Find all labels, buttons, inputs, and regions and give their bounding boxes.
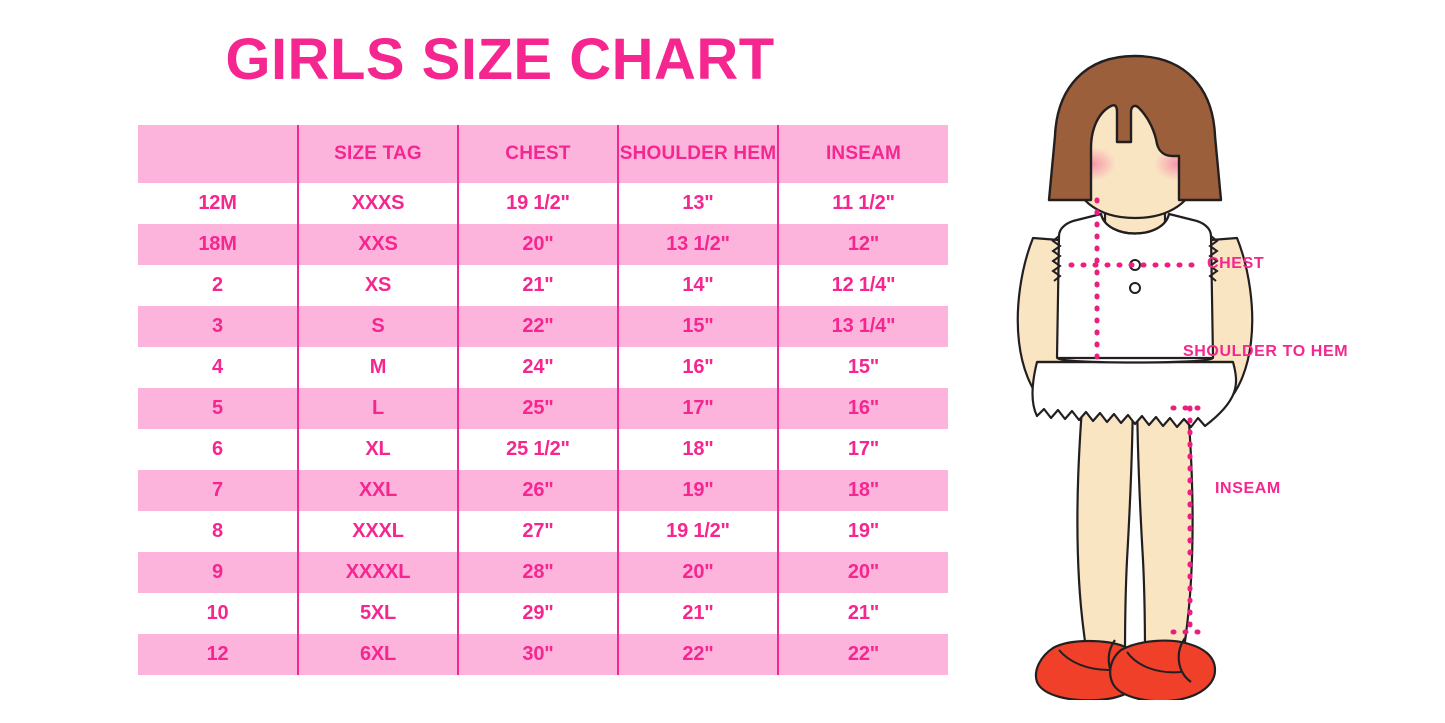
cell-inseam: 21" bbox=[778, 593, 948, 634]
cell-shoulder-hem: 21" bbox=[618, 593, 779, 634]
table-row: 12M XXXS 19 1/2" 13" 11 1/2" bbox=[138, 183, 948, 224]
cell-size-tag: XXS bbox=[298, 224, 459, 265]
cell-size: 4 bbox=[138, 347, 299, 388]
cell-size-tag: XS bbox=[298, 265, 459, 306]
cell-shoulder-hem: 19 1/2" bbox=[618, 511, 779, 552]
cell-shoulder-hem: 19" bbox=[618, 470, 779, 511]
cell-chest: 20" bbox=[458, 224, 619, 265]
cell-inseam: 22" bbox=[778, 634, 948, 675]
cell-shoulder-hem: 13 1/2" bbox=[618, 224, 779, 265]
table-body: 12M XXXS 19 1/2" 13" 11 1/2" 18M XXS 20" 13 1/2"… bbox=[138, 183, 948, 675]
cell-size-tag: M bbox=[298, 347, 459, 388]
cell-inseam: 12" bbox=[778, 224, 948, 265]
cell-inseam: 17" bbox=[778, 429, 948, 470]
cell-inseam: 11 1/2" bbox=[778, 183, 948, 224]
table-row: 3 S 22" 15" 13 1/4" bbox=[138, 306, 948, 347]
shoes bbox=[1034, 637, 1217, 703]
cell-size: 5 bbox=[138, 388, 299, 429]
legs bbox=[1076, 368, 1194, 658]
column-header-shoulder-hem: SHOULDER HEM bbox=[618, 125, 779, 183]
table-row: 12 6XL 30" 22" 22" bbox=[138, 634, 948, 675]
cell-chest: 28" bbox=[458, 552, 619, 593]
cell-shoulder-hem: 14" bbox=[618, 265, 779, 306]
cell-inseam: 12 1/4" bbox=[778, 265, 948, 306]
cell-shoulder-hem: 13" bbox=[618, 183, 779, 224]
cell-chest: 26" bbox=[458, 470, 619, 511]
cell-inseam: 15" bbox=[778, 347, 948, 388]
cell-inseam: 13 1/4" bbox=[778, 306, 948, 347]
cell-size: 8 bbox=[138, 511, 299, 552]
cell-size-tag: 6XL bbox=[298, 634, 459, 675]
cell-size: 9 bbox=[138, 552, 299, 593]
skirt bbox=[1031, 360, 1238, 429]
chest-measure-label: CHEST bbox=[1207, 255, 1265, 272]
cell-chest: 21" bbox=[458, 265, 619, 306]
cell-size-tag: XXXS bbox=[298, 183, 459, 224]
cell-shoulder-hem: 18" bbox=[618, 429, 779, 470]
column-header-inseam: INSEAM bbox=[778, 125, 948, 183]
hair bbox=[1047, 54, 1223, 202]
cell-size-tag: S bbox=[298, 306, 459, 347]
cell-chest: 25 1/2" bbox=[458, 429, 619, 470]
cell-size: 18M bbox=[138, 224, 299, 265]
table-row: 5 L 25" 17" 16" bbox=[138, 388, 948, 429]
cell-shoulder-hem: 22" bbox=[618, 634, 779, 675]
cell-chest: 19 1/2" bbox=[458, 183, 619, 224]
column-header-size-tag: SIZE TAG bbox=[298, 125, 459, 183]
table-row: 9 XXXXL 28" 20" 20" bbox=[138, 552, 948, 593]
cell-size-tag: XL bbox=[298, 429, 459, 470]
table-header-row: SIZE TAG CHEST SHOULDER HEM INSEAM bbox=[138, 125, 948, 183]
table-row: 10 5XL 29" 21" 21" bbox=[138, 593, 948, 634]
cell-inseam: 16" bbox=[778, 388, 948, 429]
cell-chest: 25" bbox=[458, 388, 619, 429]
cell-chest: 30" bbox=[458, 634, 619, 675]
cell-chest: 24" bbox=[458, 347, 619, 388]
cell-shoulder-hem: 17" bbox=[618, 388, 779, 429]
table-row: 18M XXS 20" 13 1/2" 12" bbox=[138, 224, 948, 265]
table-header: SIZE TAG CHEST SHOULDER HEM INSEAM bbox=[138, 125, 948, 183]
cell-chest: 27" bbox=[458, 511, 619, 552]
column-header-chest: CHEST bbox=[458, 125, 619, 183]
cell-inseam: 19" bbox=[778, 511, 948, 552]
cell-size-tag: 5XL bbox=[298, 593, 459, 634]
cell-inseam: 18" bbox=[778, 470, 948, 511]
girl-figure-illustration: CHEST SHOULDER TO HEM INSEAM bbox=[975, 40, 1445, 703]
cell-size: 12M bbox=[138, 183, 299, 224]
table-row: 8 XXXL 27" 19 1/2" 19" bbox=[138, 511, 948, 552]
shoulder-to-hem-measure-label: SHOULDER TO HEM bbox=[1183, 343, 1349, 360]
cell-size: 12 bbox=[138, 634, 299, 675]
cell-chest: 22" bbox=[458, 306, 619, 347]
cell-size-tag: XXL bbox=[298, 470, 459, 511]
cell-size-tag: L bbox=[298, 388, 459, 429]
cell-size: 10 bbox=[138, 593, 299, 634]
cell-shoulder-hem: 20" bbox=[618, 552, 779, 593]
table-row: 4 M 24" 16" 15" bbox=[138, 347, 948, 388]
girl-figure-svg bbox=[1016, 54, 1254, 703]
cell-shoulder-hem: 15" bbox=[618, 306, 779, 347]
table-row: 7 XXL 26" 19" 18" bbox=[138, 470, 948, 511]
cell-inseam: 20" bbox=[778, 552, 948, 593]
inseam-measure-label: INSEAM bbox=[1215, 480, 1281, 497]
cell-size-tag: XXXXL bbox=[298, 552, 459, 593]
cell-size-tag: XXXL bbox=[298, 511, 459, 552]
inseam-measure-bracket bbox=[1170, 405, 1210, 635]
column-header-size bbox=[138, 125, 299, 183]
table-row: 2 XS 21" 14" 12 1/4" bbox=[138, 265, 948, 306]
cell-size: 3 bbox=[138, 306, 299, 347]
page-title: GIRLS SIZE CHART bbox=[225, 27, 775, 92]
table-row: 6 XL 25 1/2" 18" 17" bbox=[138, 429, 948, 470]
cell-chest: 29" bbox=[458, 593, 619, 634]
cell-size: 6 bbox=[138, 429, 299, 470]
cell-size: 7 bbox=[138, 470, 299, 511]
cell-size: 2 bbox=[138, 265, 299, 306]
cell-shoulder-hem: 16" bbox=[618, 347, 779, 388]
size-chart-table: SIZE TAG CHEST SHOULDER HEM INSEAM 12M XX… bbox=[138, 125, 948, 675]
